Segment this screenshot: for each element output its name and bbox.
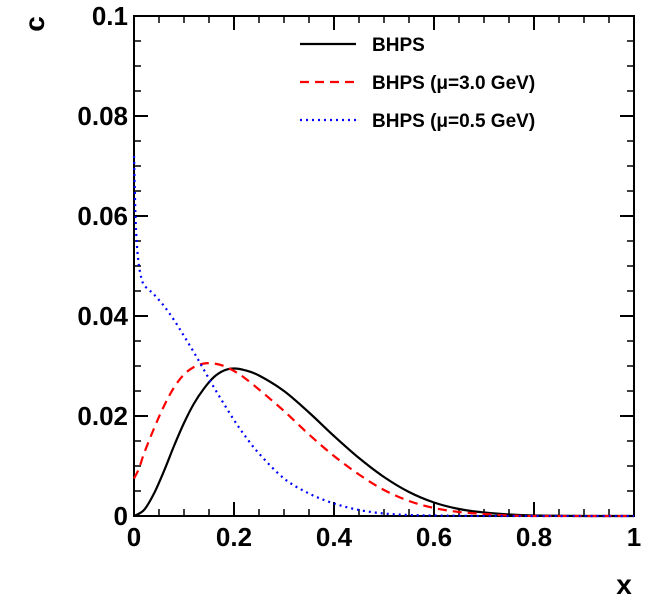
x-axis-title: x	[616, 569, 632, 600]
legend-label-2: BHPS (μ=0.5 GeV)	[372, 111, 535, 132]
y-tick-label: 0.08	[77, 101, 128, 131]
y-tick-label: 0.02	[77, 401, 128, 431]
legend-label-1: BHPS (μ=3.0 GeV)	[372, 73, 535, 94]
legend-label-0: BHPS	[372, 35, 425, 56]
y-tick-label: 0.1	[92, 1, 128, 31]
x-axis-ticks: 0 0.2 0.4 0.6 0.8 1	[127, 16, 641, 552]
x-tick-label: 0.6	[416, 522, 452, 552]
y-tick-label: 0	[114, 501, 128, 531]
x-tick-label: 0.2	[216, 522, 252, 552]
y-axis-ticks: 0 0.02 0.04 0.06 0.08 0.1	[77, 1, 634, 531]
series-line-0	[133, 367, 635, 518]
y-tick-label: 0.04	[77, 301, 128, 331]
legend: BHPS BHPS (μ=3.0 GeV) BHPS (μ=0.5 GeV)	[300, 35, 535, 132]
series-line-1	[133, 362, 634, 518]
x-tick-label: 0	[127, 522, 141, 552]
y-tick-label: 0.06	[77, 201, 128, 231]
series-line-2	[132, 155, 634, 518]
x-tick-label: 0.4	[316, 522, 353, 552]
y-axis-title: c	[19, 16, 50, 32]
x-tick-label: 1	[627, 522, 641, 552]
x-tick-label: 0.8	[516, 522, 552, 552]
series-group	[132, 155, 635, 518]
